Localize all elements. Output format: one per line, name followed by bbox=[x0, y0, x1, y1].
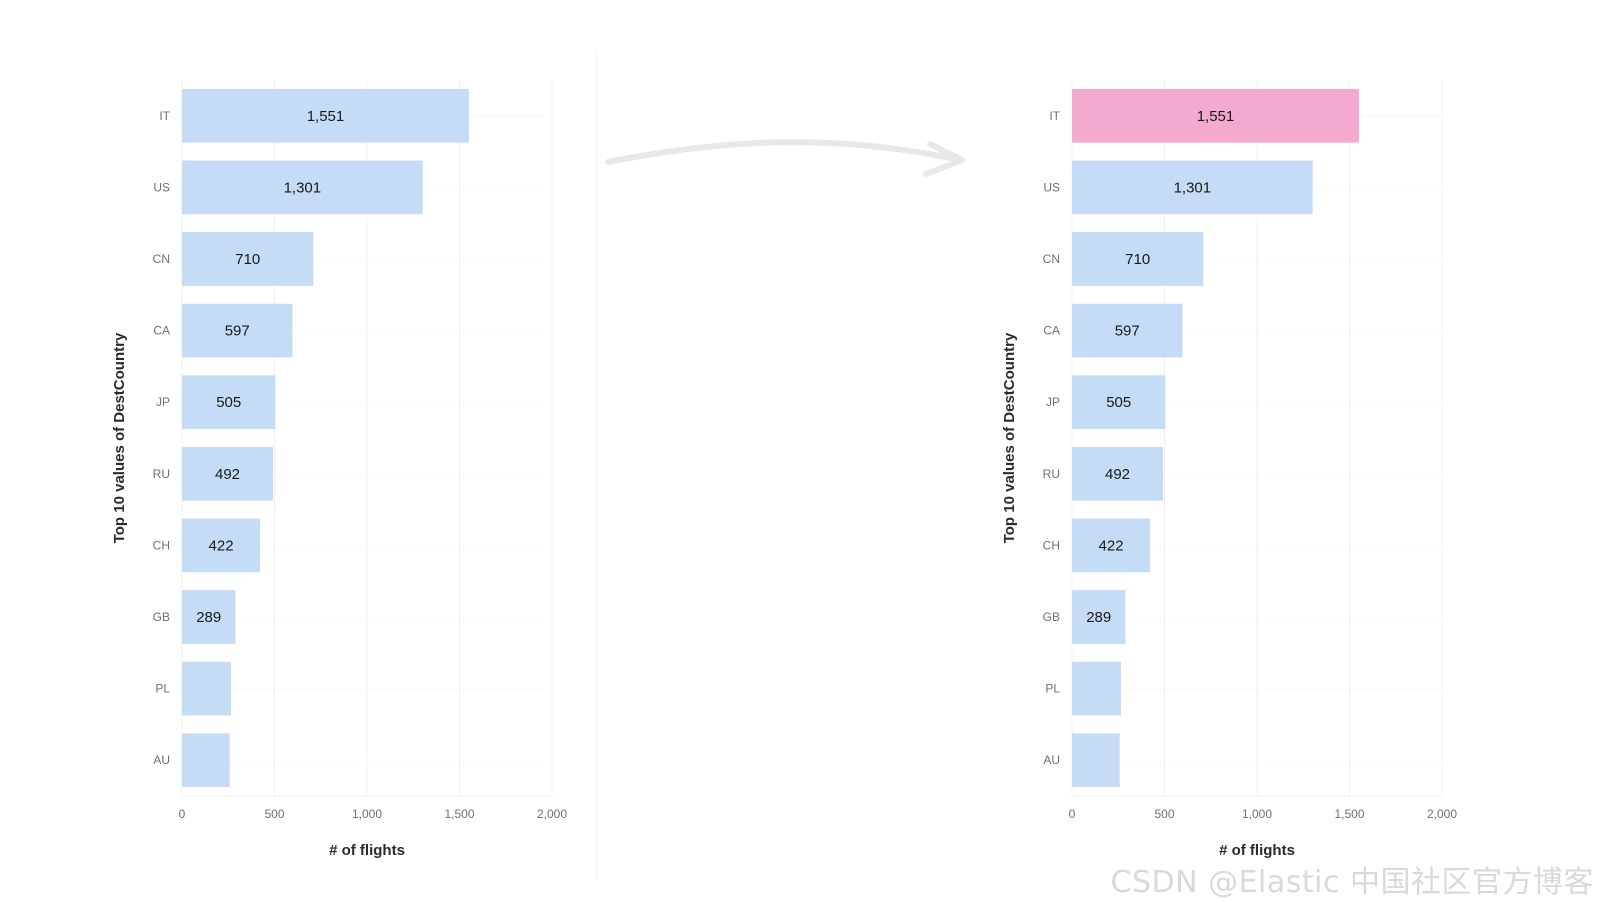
data-label: 1,551 bbox=[1197, 108, 1235, 125]
data-label: 289 bbox=[196, 609, 221, 626]
category-label: JP bbox=[1046, 395, 1060, 409]
data-label: 505 bbox=[1106, 394, 1131, 411]
bar-it[interactable] bbox=[1072, 88, 1359, 143]
x-tick-label: 1,500 bbox=[1334, 807, 1364, 821]
right-arrow-icon bbox=[605, 139, 965, 177]
bar-cn[interactable] bbox=[182, 232, 314, 286]
bar-ca[interactable] bbox=[182, 303, 293, 358]
category-label: CH bbox=[153, 538, 170, 552]
data-label: 710 bbox=[1125, 251, 1150, 268]
chart-left: IT 1,551 US 1,301 CN 710 CA 597 JP 505 RU 492 CH 422 G… bbox=[111, 80, 567, 859]
category-label: US bbox=[153, 180, 170, 194]
category-label: CN bbox=[1043, 252, 1060, 266]
bar-au[interactable] bbox=[182, 733, 230, 788]
category-label: IT bbox=[1049, 109, 1060, 123]
data-label: 1,551 bbox=[307, 108, 345, 125]
data-label: 289 bbox=[1086, 609, 1111, 626]
category-label: JP bbox=[156, 395, 170, 409]
bar-ch[interactable] bbox=[182, 518, 261, 573]
category-label: CA bbox=[1043, 324, 1060, 338]
category-label: RU bbox=[153, 467, 170, 481]
x-tick-label: 0 bbox=[1069, 807, 1076, 821]
y-axis-title: Top 10 values of DestCountry bbox=[111, 332, 128, 543]
bar-us[interactable] bbox=[1072, 160, 1313, 215]
category-label: AU bbox=[153, 753, 170, 767]
x-tick-label: 1,500 bbox=[444, 807, 474, 821]
category-label: US bbox=[1043, 180, 1060, 194]
data-label: 597 bbox=[1115, 323, 1140, 340]
category-label: CH bbox=[1043, 538, 1060, 552]
bar-cn[interactable] bbox=[1072, 232, 1204, 286]
category-label: RU bbox=[1043, 467, 1060, 481]
category-label: PL bbox=[1045, 682, 1060, 696]
x-tick-label: 2,000 bbox=[1427, 807, 1457, 821]
bar-pl[interactable] bbox=[182, 661, 232, 716]
x-axis-title: # of flights bbox=[329, 842, 405, 859]
x-tick-label: 1,000 bbox=[1242, 807, 1272, 821]
category-label: AU bbox=[1043, 753, 1060, 767]
category-label: CA bbox=[153, 324, 170, 338]
data-label: 597 bbox=[225, 323, 250, 340]
bar-ca[interactable] bbox=[1072, 303, 1183, 358]
bar-au[interactable] bbox=[1072, 733, 1120, 788]
bar-gb[interactable] bbox=[1072, 590, 1126, 644]
data-label: 505 bbox=[216, 394, 241, 411]
panel-divider bbox=[596, 50, 597, 880]
x-tick-label: 2,000 bbox=[537, 807, 567, 821]
data-label: 492 bbox=[215, 466, 240, 483]
bar-jp[interactable] bbox=[182, 375, 276, 430]
x-tick-label: 500 bbox=[1154, 807, 1174, 821]
x-axis-title: # of flights bbox=[1219, 842, 1295, 859]
bar-gb[interactable] bbox=[182, 590, 236, 644]
category-label: PL bbox=[155, 682, 170, 696]
category-label: CN bbox=[153, 252, 170, 266]
bar-it[interactable] bbox=[182, 88, 469, 143]
data-label: 492 bbox=[1105, 466, 1130, 483]
chart-right: IT 1,551 US 1,301 CN 710 CA 597 JP 505 RU 492 CH 422 G… bbox=[1001, 80, 1457, 859]
bar-us[interactable] bbox=[182, 160, 423, 215]
x-tick-label: 500 bbox=[264, 807, 284, 821]
data-label: 1,301 bbox=[1174, 179, 1212, 196]
category-label: GB bbox=[153, 610, 170, 624]
data-label: 422 bbox=[209, 537, 234, 554]
x-tick-label: 1,000 bbox=[352, 807, 382, 821]
bar-ru[interactable] bbox=[1072, 446, 1164, 501]
data-label: 710 bbox=[235, 251, 260, 268]
bar-ru[interactable] bbox=[182, 446, 274, 501]
x-tick-label: 0 bbox=[179, 807, 186, 821]
bar-pl[interactable] bbox=[1072, 661, 1122, 716]
bar-jp[interactable] bbox=[1072, 375, 1166, 430]
data-label: 422 bbox=[1099, 537, 1124, 554]
watermark-text: CSDN @Elastic 中国社区官方博客 bbox=[1110, 865, 1594, 900]
category-label: GB bbox=[1043, 610, 1060, 624]
bar-ch[interactable] bbox=[1072, 518, 1151, 573]
data-label: 1,301 bbox=[284, 179, 322, 196]
category-label: IT bbox=[159, 109, 170, 123]
y-axis-title: Top 10 values of DestCountry bbox=[1001, 332, 1018, 543]
